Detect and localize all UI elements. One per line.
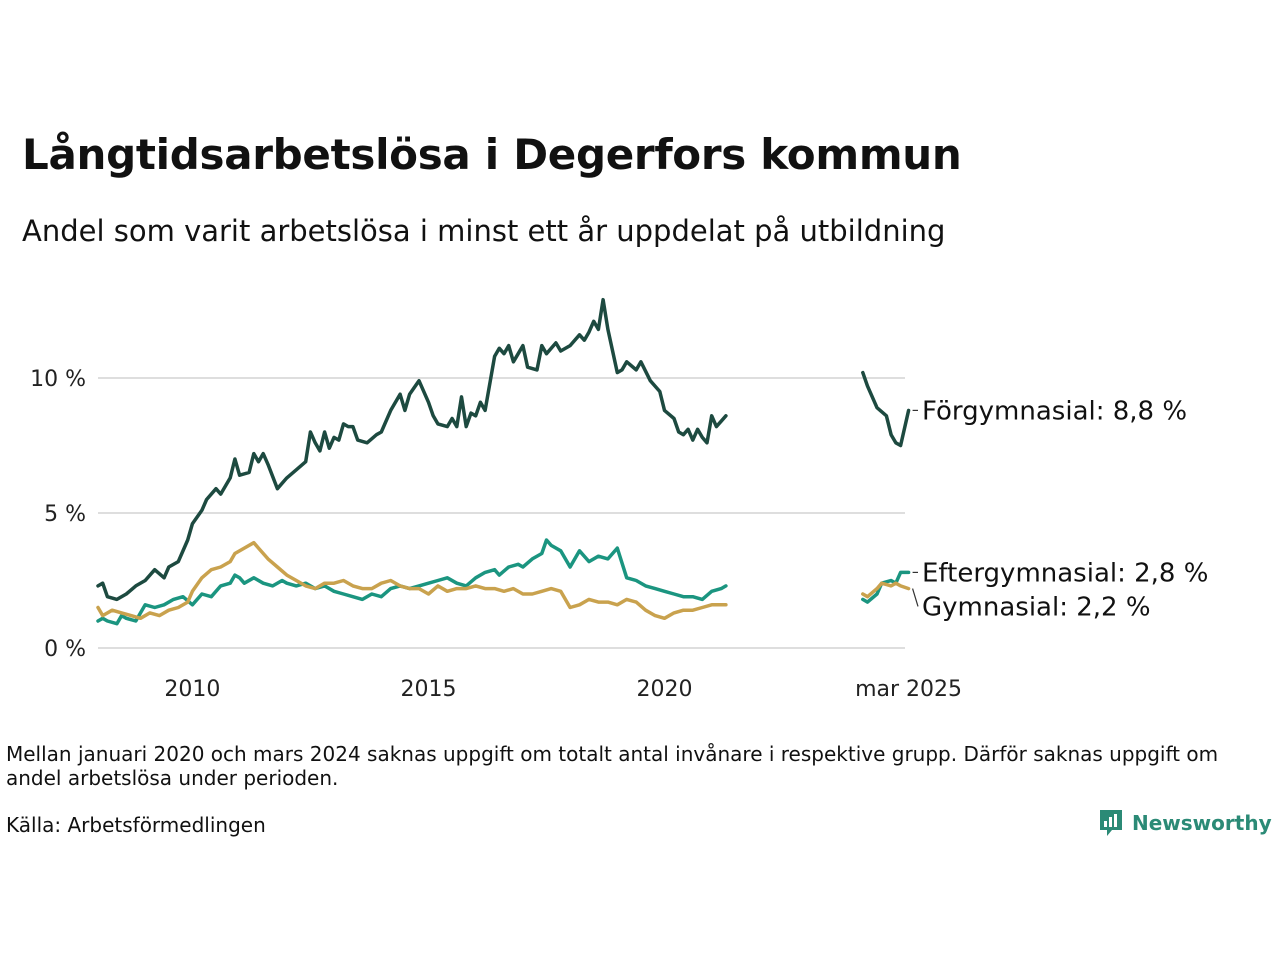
y-tick-label: 0 % (44, 637, 86, 662)
series-end-labels: Förgymnasial: 8,8 % Eftergymnasial: 2,8 %… (912, 396, 1208, 622)
series-lines (96, 297, 911, 626)
gridlines (98, 377, 905, 649)
x-axis: 2010 2015 2020 mar 2025 (164, 677, 962, 702)
x-tick-label: 2015 (400, 677, 456, 702)
y-tick-label: 10 % (30, 367, 86, 392)
series-end-label: Eftergymnasial: 2,8 % (922, 558, 1208, 588)
brand-logo[interactable]: Newsworthy (1098, 808, 1272, 838)
source-credit: Källa: Arbetsförmedlingen (6, 813, 266, 837)
bar-chart-logo-icon (1100, 810, 1122, 836)
chart-title: Långtidsarbetslösa i Degerfors kommun (22, 130, 962, 179)
label-leader (912, 588, 919, 607)
line-chart: 0 % 5 % 10 % 2010 2015 2020 mar 2025 Förgymna… (30, 297, 1208, 702)
chart-subtitle: Andel som varit arbetslösa i minst ett å… (22, 214, 946, 248)
y-axis: 0 % 5 % 10 % (30, 367, 86, 662)
series-end-label: Gymnasial: 2,2 % (922, 592, 1151, 622)
brand-name: Newsworthy (1132, 811, 1272, 835)
series-line-förgymnasial (96, 297, 911, 602)
x-tick-label: mar 2025 (855, 677, 962, 702)
series-end-label: Förgymnasial: 8,8 % (922, 396, 1187, 426)
series-line-gymnasial (96, 540, 911, 621)
footnote: Mellan januari 2020 och mars 2024 saknas… (6, 742, 1219, 790)
x-tick-label: 2020 (637, 677, 693, 702)
series-line-eftergymnasial (96, 538, 911, 626)
y-tick-label: 5 % (44, 502, 86, 527)
x-tick-label: 2010 (164, 677, 220, 702)
